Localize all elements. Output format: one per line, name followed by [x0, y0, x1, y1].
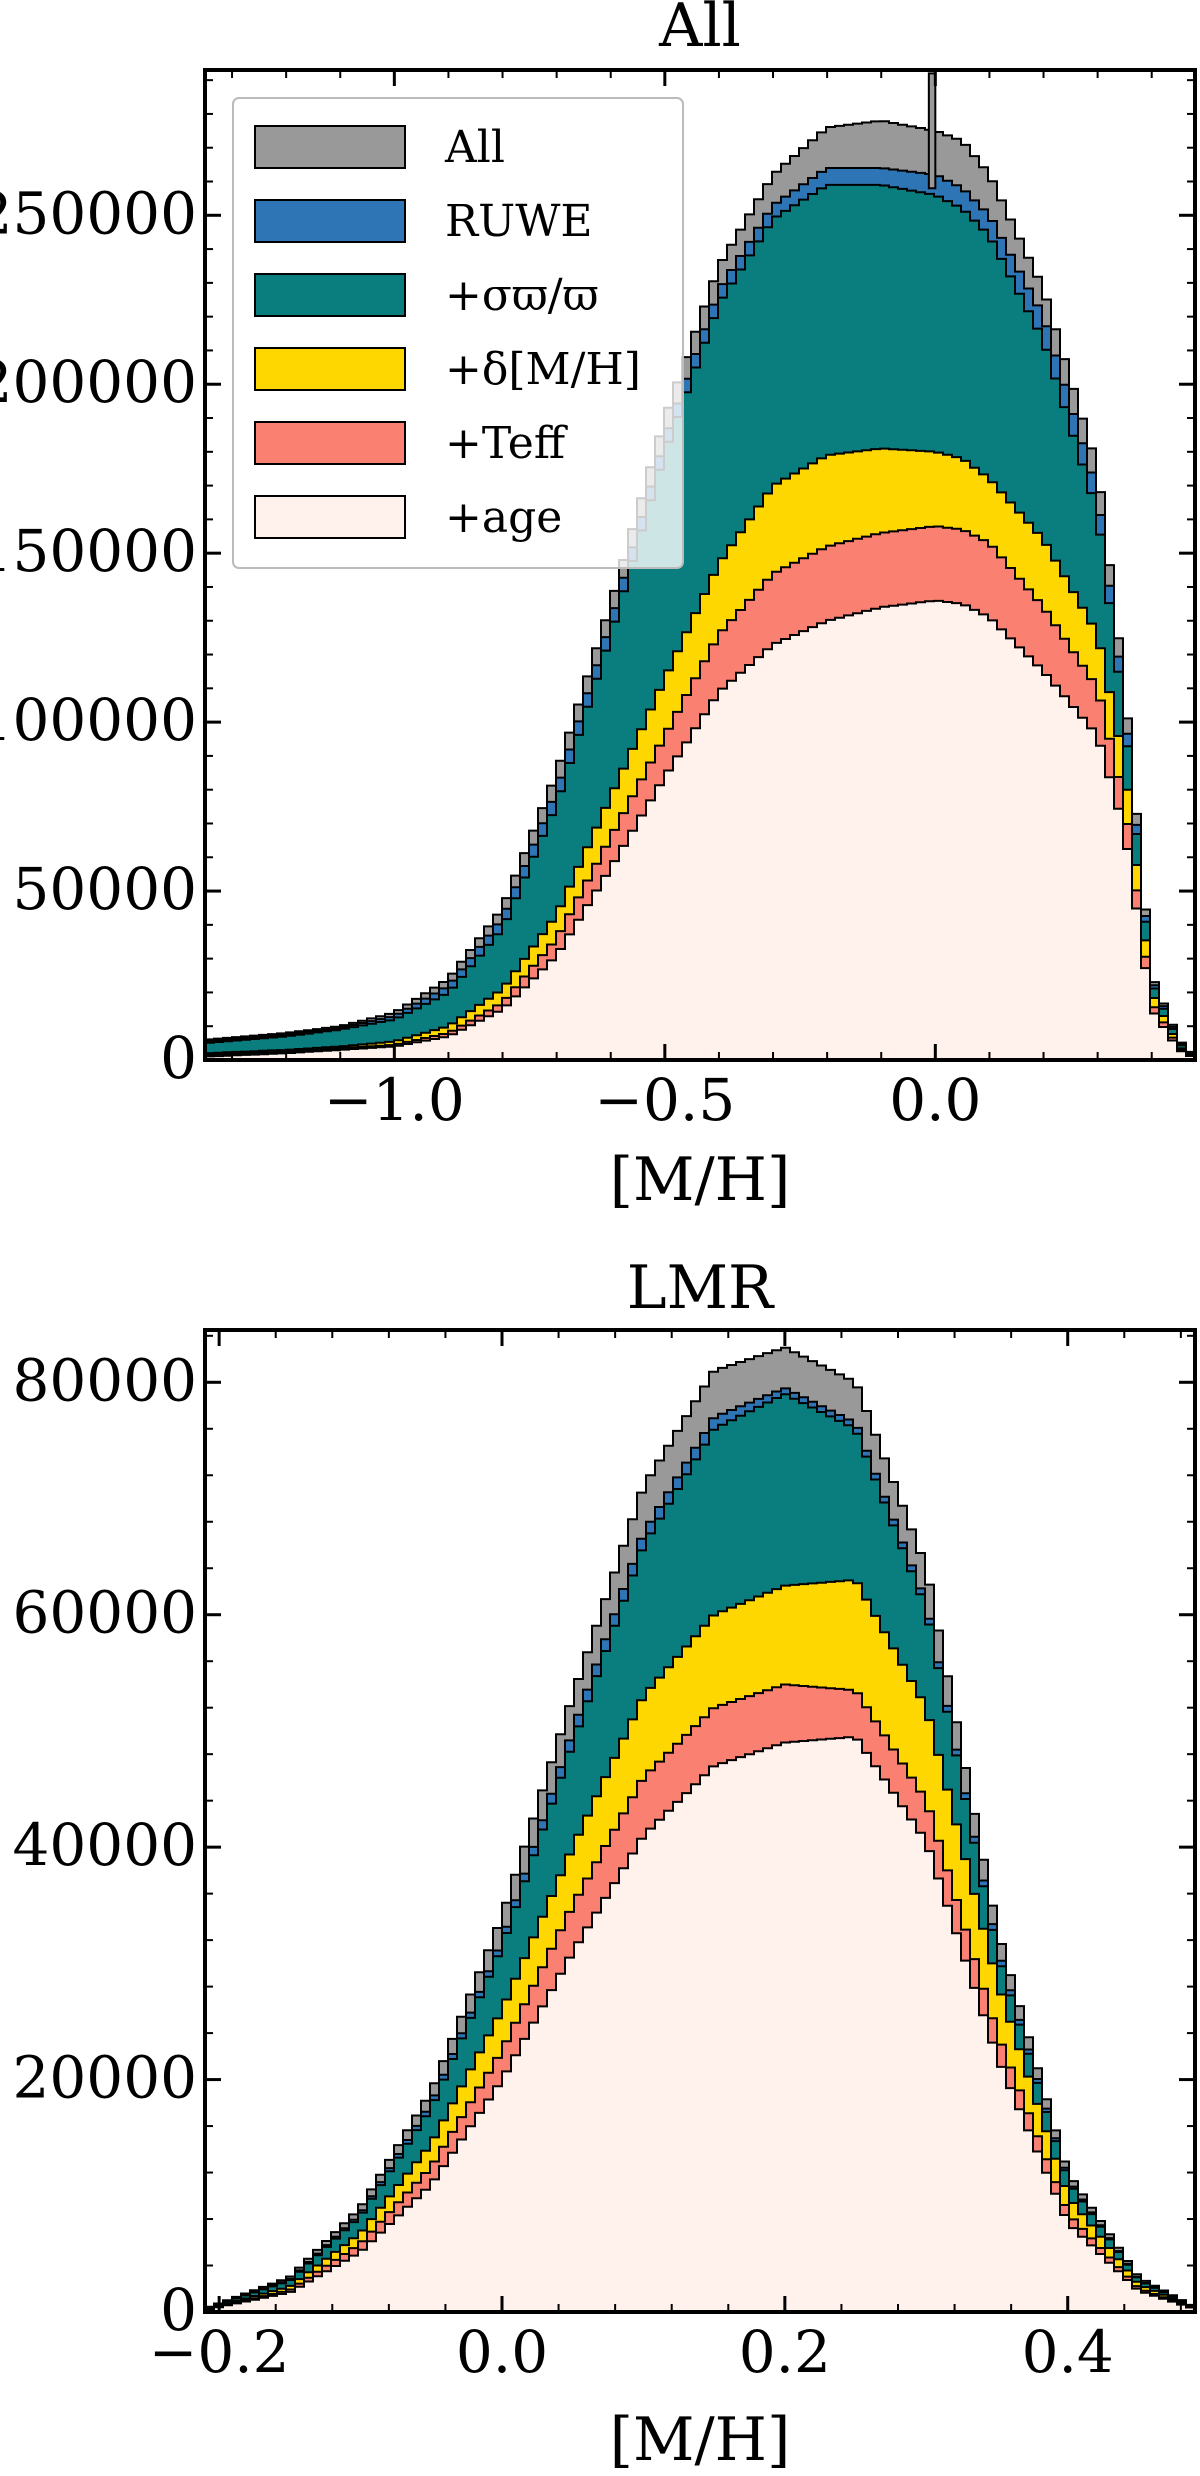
axes-frame: [203, 68, 1197, 1062]
legend-swatch-teff: [254, 421, 406, 465]
legend-label-All: All: [444, 122, 505, 173]
plot-area-lmr: 0 20000 40000 60000 80000 −0.2 0.0 0.2 0.4: [12, 1328, 1197, 2386]
spike-bar: [927, 72, 937, 190]
hist-series-age: [205, 1736, 1195, 2312]
y-tick-label: 80000: [12, 1346, 197, 1414]
y-tick-label: 40000: [12, 1811, 197, 1879]
y-tick-label: 150000: [0, 517, 197, 585]
panel-title-lmr: LMR: [627, 1253, 775, 1323]
legend-swatch-parallax: [254, 273, 406, 317]
legend-label-teff: +Teff: [445, 418, 568, 469]
y-tick-label: 60000: [12, 1579, 197, 1647]
legend-swatch-mh_err: [254, 347, 406, 391]
legend-swatch-All: [254, 125, 406, 169]
panel-title-all: All: [658, 0, 741, 61]
x-tick-label: 0.2: [739, 2318, 831, 2386]
y-tick-label: 50000: [12, 855, 197, 923]
legend-label-RUWE: RUWE: [445, 196, 593, 247]
legend-label-age: +age: [445, 492, 562, 543]
x-tick-label: −0.5: [594, 1066, 735, 1134]
x-tick-label: −1.0: [324, 1066, 465, 1134]
panel-lmr: LMR 0 20000 40000 60000 80000 −0.2 0.0 0.2 0.4 […: [12, 1253, 1197, 2475]
legend-swatch-RUWE: [254, 199, 406, 243]
x-axis-label-lmr: [M/H]: [610, 2405, 791, 2475]
y-tick-label: 100000: [0, 686, 197, 754]
legend: All RUWE +σϖ/ϖ +δ[M/H] +Teff +age: [232, 97, 684, 569]
x-axis-label-all: [M/H]: [610, 1145, 791, 1215]
y-tick-label: 250000: [0, 179, 197, 247]
x-tick-label: 0.0: [889, 1066, 981, 1134]
y-tick-label: 0: [160, 1024, 197, 1092]
x-tick-label: 0.0: [456, 2318, 548, 2386]
legend-swatch-age: [254, 495, 406, 539]
panel-all: All 0 50000 100000 150000 200000 250000 −1.0 −0…: [0, 0, 1197, 1215]
y-tick-label: 20000: [12, 2044, 197, 2112]
axes-frame: [203, 1328, 1197, 2314]
plot-area-all: 0 50000 100000 150000 200000 250000 −1.0 −0.5 0.…: [0, 68, 1197, 1134]
y-tick-label: 0: [160, 2276, 197, 2344]
hist-series-age: [205, 599, 1195, 1060]
x-tick-label: −0.2: [149, 2318, 290, 2386]
legend-label-mh_err: +δ[M/H]: [445, 344, 641, 395]
y-tick-label: 200000: [0, 348, 197, 416]
x-tick-label: 0.4: [1022, 2318, 1114, 2386]
legend-label-parallax: +σϖ/ϖ: [445, 270, 598, 321]
